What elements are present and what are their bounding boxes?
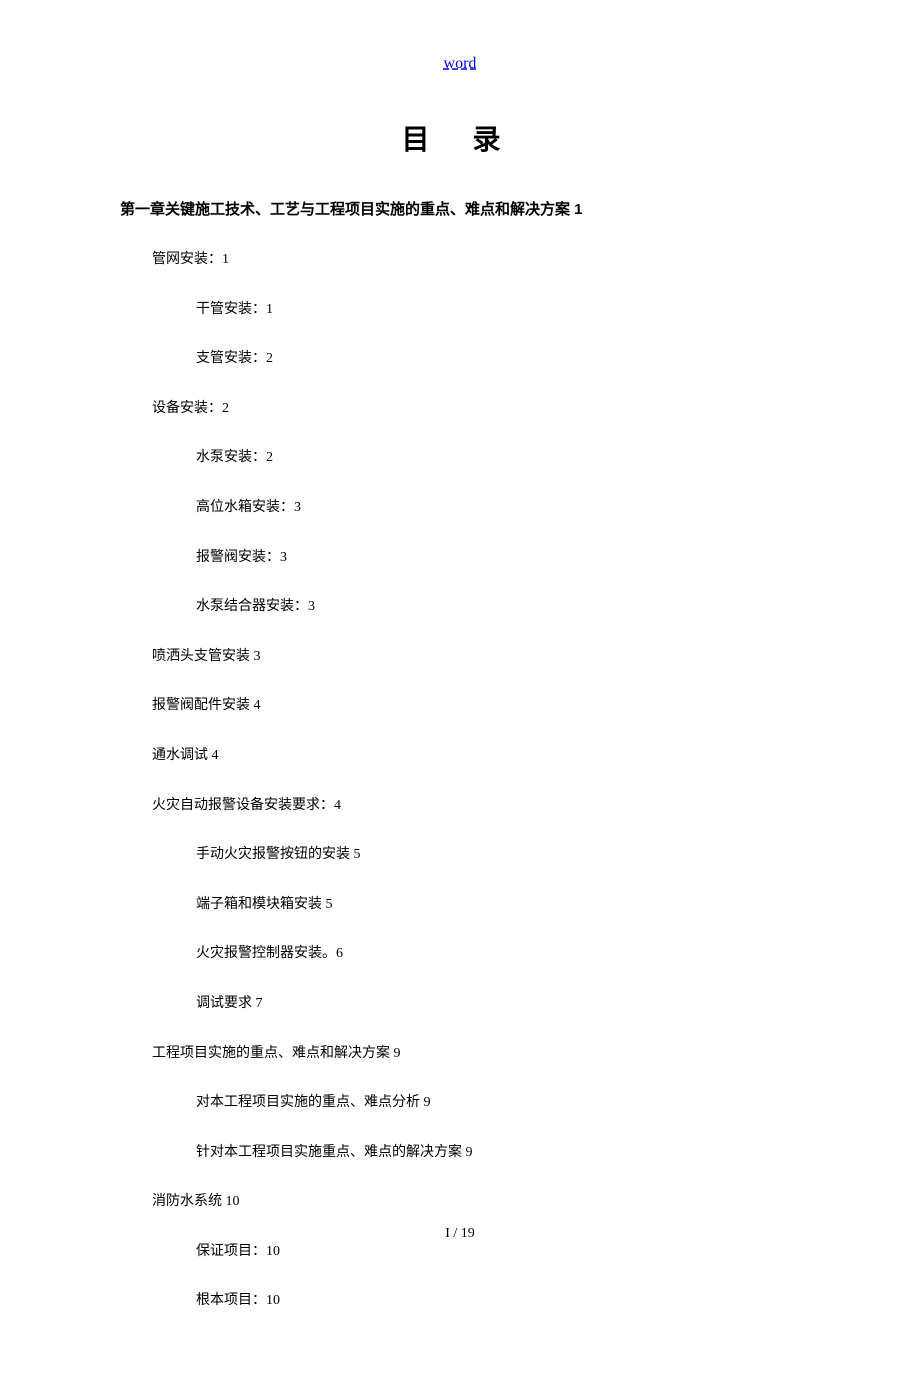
toc-subitem: 端子箱和模块箱安装 5 [196,895,800,915]
toc-item: 消防水系统 10 [152,1192,800,1212]
word-link[interactable]: word [444,55,477,72]
toc-subitem: 水泵安装：2 [196,448,800,468]
toc-subitem: 对本工程项目实施的重点、难点分析 9 [196,1093,800,1113]
toc-item: 工程项目实施的重点、难点和解决方案 9 [152,1044,800,1064]
toc-item: 设备安装：2 [152,399,800,419]
chapter-heading: 第一章关键施工技术、工艺与工程项目实施的重点、难点和解决方案 1 [120,198,800,222]
page-number: I / 19 [0,1226,920,1242]
toc-item: 喷洒头支管安装 3 [152,647,800,667]
toc-subitem: 保证项目：10 [196,1242,800,1262]
toc-subitem: 手动火灾报警按钮的安装 5 [196,845,800,865]
toc-subitem: 火灾报警控制器安装。6 [196,944,800,964]
toc-subitem: 调试要求 7 [196,994,800,1014]
toc-subitem: 水泵结合器安装：3 [196,597,800,617]
header-link-container: word [120,55,800,73]
toc-subitem: 针对本工程项目实施重点、难点的解决方案 9 [196,1143,800,1163]
document-page: word 目 录 第一章关键施工技术、工艺与工程项目实施的重点、难点和解决方案 … [0,0,920,1391]
toc-item: 火灾自动报警设备安装要求：4 [152,796,800,816]
toc-item: 通水调试 4 [152,746,800,766]
toc-subitem: 报警阀安装：3 [196,548,800,568]
toc-subitem: 根本项目：10 [196,1291,800,1311]
toc-subitem: 干管安装：1 [196,300,800,320]
toc-item: 报警阀配件安装 4 [152,696,800,716]
toc-subitem: 支管安装：2 [196,349,800,369]
toc-subitem: 高位水箱安装：3 [196,498,800,518]
toc-item: 管网安装：1 [152,250,800,270]
page-title: 目 录 [120,118,800,158]
